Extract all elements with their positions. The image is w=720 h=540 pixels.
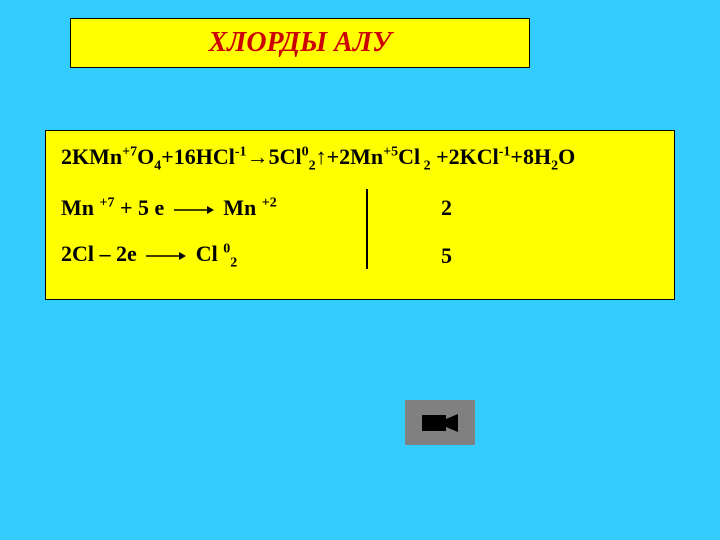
hr-part: Mn (218, 195, 262, 220)
hr-sub: 2 (230, 256, 237, 271)
hr-part: Mn (61, 195, 100, 220)
video-camera-icon (422, 412, 458, 434)
eq-sup: -1 (499, 145, 511, 160)
eq-part: →5Cl (247, 144, 302, 169)
hr-part: + 5 e (114, 195, 169, 220)
arrow-icon (174, 205, 214, 215)
coefficient: 5 (441, 242, 452, 271)
eq-sup: -1 (235, 145, 247, 160)
hr-part: Cl (190, 241, 223, 266)
eq-sub: 2 (309, 158, 316, 173)
eq-part: O (137, 144, 154, 169)
video-button[interactable] (405, 400, 475, 445)
coefficient: 2 (441, 194, 452, 223)
hr-sup: +7 (100, 195, 115, 210)
eq-part: +8H (510, 144, 551, 169)
main-equation: 2KMn+7O4+16HCl-1→5Cl02↑+2Mn+5Cl 2 +2KCl-… (61, 143, 659, 176)
eq-sup: 0 (302, 145, 309, 160)
eq-part: Cl (398, 144, 420, 169)
eq-part: +16HCl (161, 144, 235, 169)
eq-part: O (558, 144, 575, 169)
hr-part: 2Cl – 2e (61, 241, 142, 266)
half-reaction-left: 2Cl – 2e Cl 02 (61, 240, 351, 273)
eq-sup: +5 (383, 145, 398, 160)
vertical-divider (366, 189, 368, 269)
hr-sup: +2 (262, 195, 277, 210)
title-box: ХЛОРДЫ АЛУ (70, 18, 530, 68)
page-title: ХЛОРДЫ АЛУ (208, 27, 391, 59)
hr-sup: 0 (223, 242, 230, 257)
eq-sup: +7 (122, 145, 137, 160)
eq-part: ↑+2Mn (316, 144, 384, 169)
eq-part: 2KMn (61, 144, 122, 169)
eq-part: +2KCl (431, 144, 499, 169)
eq-sub: 2 (420, 158, 431, 173)
half-reaction-left: Mn +7 + 5 e Mn +2 (61, 194, 351, 223)
arrow-icon (146, 251, 186, 261)
half-reaction-2: 2Cl – 2e Cl 02 5 (61, 240, 659, 273)
half-reaction-1: Mn +7 + 5 e Mn +2 2 (61, 194, 659, 223)
content-box: 2KMn+7O4+16HCl-1→5Cl02↑+2Mn+5Cl 2 +2KCl-… (45, 130, 675, 300)
